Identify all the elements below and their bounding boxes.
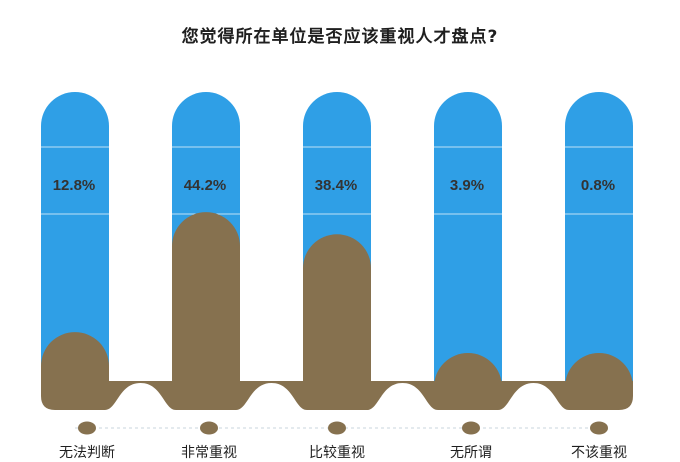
axis-marker [200,421,218,435]
bar-track [565,92,633,392]
category-label: 比较重视 [309,445,365,461]
base-band [41,381,633,410]
data-label: 12.8% [53,177,96,194]
bar [41,332,109,381]
data-label: 38.4% [315,177,358,194]
bar-track [434,92,502,392]
axis-marker [78,421,96,435]
axis-marker [462,421,480,435]
category-label: 无法判断 [59,445,115,461]
data-label: 0.8% [581,177,615,194]
data-label: 3.9% [450,177,484,194]
bar [303,234,371,381]
data-label: 44.2% [184,177,227,194]
bar [434,353,502,387]
axis-marker [590,421,608,435]
chart-title: 您觉得所在单位是否应该重视人才盘点? [181,27,499,47]
category-label: 非常重视 [181,445,237,461]
bar [172,212,240,381]
category-label: 无所谓 [450,445,492,461]
bar-track [41,92,109,392]
bar [565,353,633,387]
category-label: 不该重视 [571,445,627,461]
axis-marker [328,421,346,435]
